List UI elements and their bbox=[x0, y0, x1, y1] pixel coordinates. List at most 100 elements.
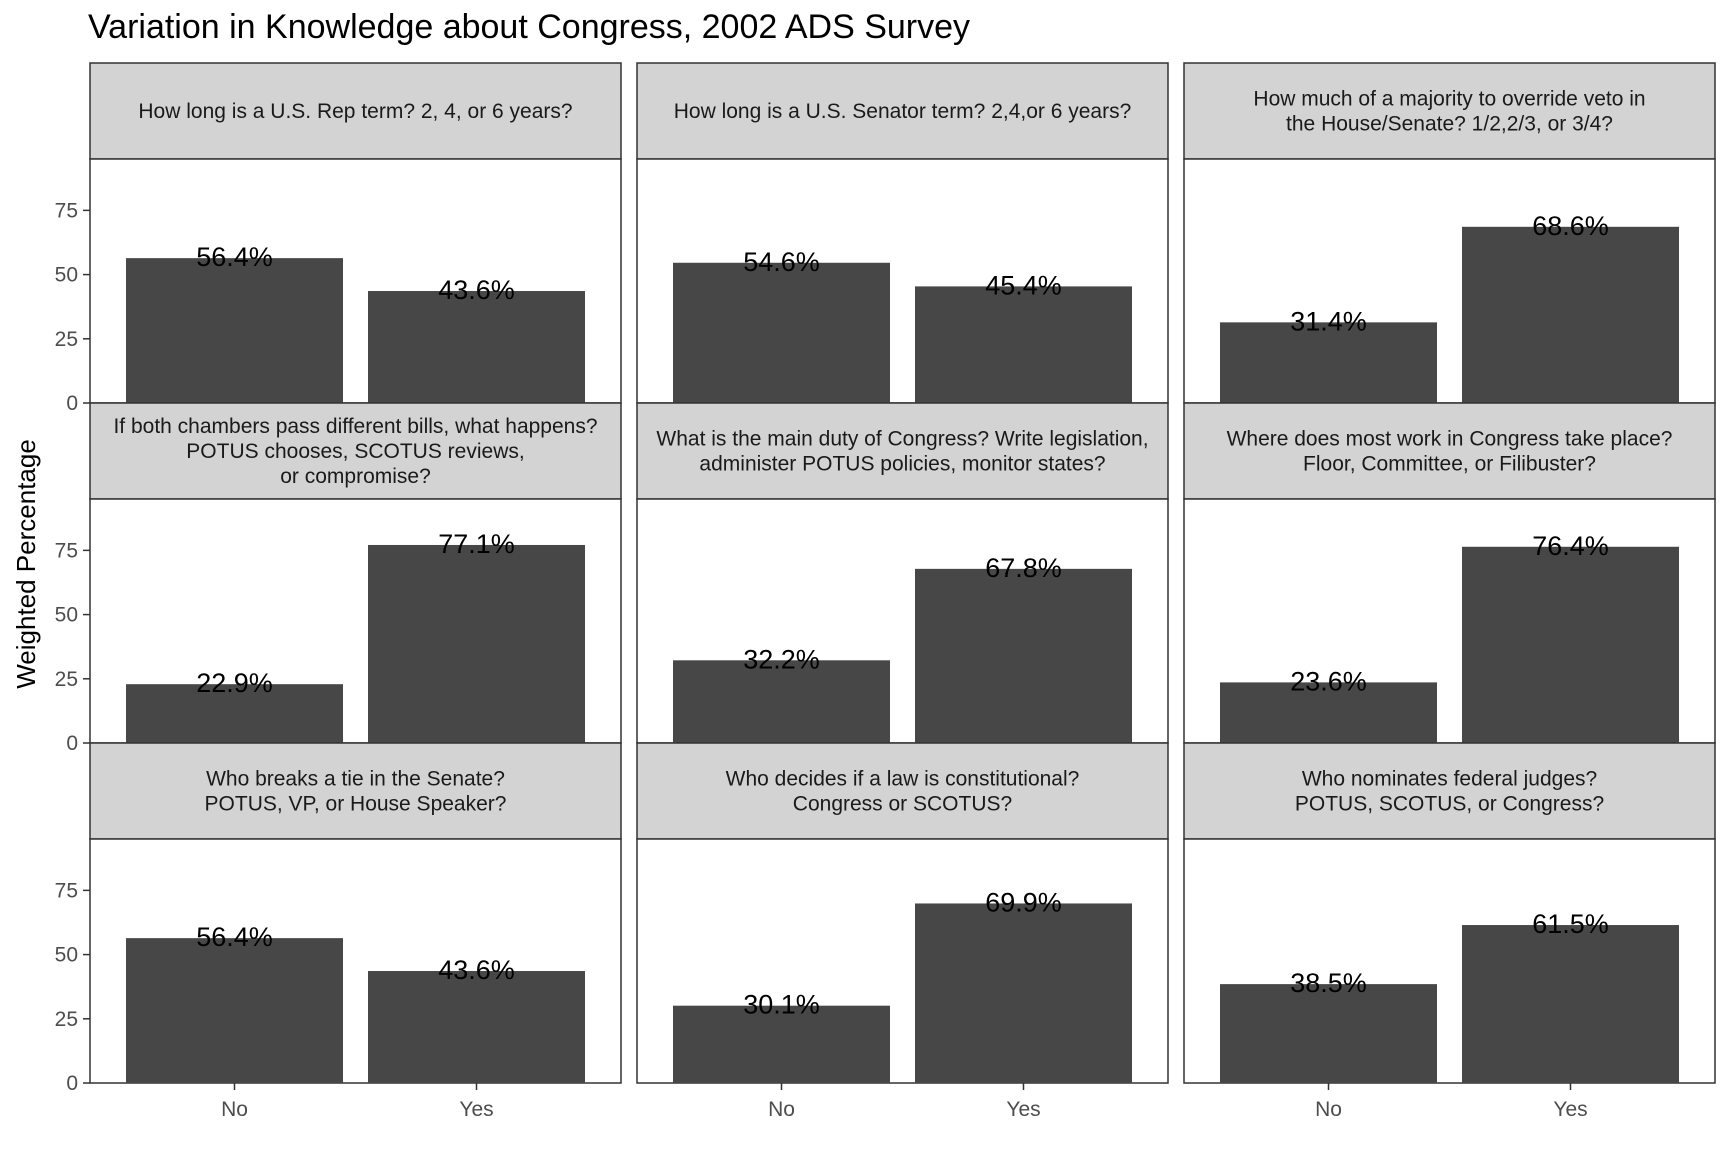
bar-no bbox=[126, 938, 343, 1083]
x-tick-label: Yes bbox=[459, 1098, 493, 1121]
bar-value-label: 54.6% bbox=[743, 247, 820, 277]
facet-title-line: POTUS, SCOTUS, or Congress? bbox=[1295, 793, 1604, 816]
x-tick-label: No bbox=[1315, 1098, 1342, 1121]
facet-strip-text-group: Who decides if a law is constitutional?C… bbox=[726, 768, 1080, 816]
bar-yes bbox=[915, 568, 1132, 743]
y-axis-label: Weighted Percentage bbox=[11, 439, 41, 689]
bar-value-label: 56.4% bbox=[196, 922, 273, 952]
facet-grid: How long is a U.S. Rep term? 2, 4, or 6 … bbox=[55, 62, 1716, 1121]
facet-panel: Who nominates federal judges?POTUS, SCOT… bbox=[1183, 742, 1716, 1121]
bar-value-label: 32.2% bbox=[743, 644, 820, 674]
facet-strip-text-group: How much of a majority to override veto … bbox=[1253, 88, 1645, 136]
facet-strip-text-group: How long is a U.S. Senator term? 2,4,or … bbox=[674, 100, 1132, 123]
y-tick-label: 50 bbox=[55, 264, 78, 287]
facet-strip-text-group: What is the main duty of Congress? Write… bbox=[656, 428, 1148, 476]
facet-panel: How long is a U.S. Rep term? 2, 4, or 6 … bbox=[55, 62, 622, 415]
facet-strip-text-group: Who nominates federal judges?POTUS, SCOT… bbox=[1295, 768, 1604, 816]
bar-yes bbox=[368, 971, 585, 1083]
bar-no bbox=[1220, 682, 1437, 743]
bar-value-label: 22.9% bbox=[196, 668, 273, 698]
bar-no bbox=[1220, 322, 1437, 403]
facet-strip-text-group: Where does most work in Congress take pl… bbox=[1227, 428, 1673, 476]
facet-panel: What is the main duty of Congress? Write… bbox=[636, 402, 1169, 744]
facet-panel: How long is a U.S. Senator term? 2,4,or … bbox=[636, 62, 1169, 404]
facet-strip bbox=[636, 62, 1169, 160]
x-tick-label: Yes bbox=[1006, 1098, 1040, 1121]
x-tick-label: No bbox=[768, 1098, 795, 1121]
bar-yes bbox=[1462, 546, 1679, 743]
facet-title-line: Where does most work in Congress take pl… bbox=[1227, 428, 1673, 451]
bar-yes bbox=[1462, 925, 1679, 1083]
facet-title-line: How much of a majority to override veto … bbox=[1253, 88, 1645, 111]
facet-panel: How much of a majority to override veto … bbox=[1183, 62, 1716, 404]
facet-strip bbox=[1183, 742, 1716, 840]
x-tick-label: Yes bbox=[1553, 1098, 1587, 1121]
facet-title-line: or compromise? bbox=[280, 465, 431, 488]
bar-value-label: 45.4% bbox=[985, 270, 1062, 300]
facet-panel: If both chambers pass different bills, w… bbox=[55, 402, 622, 755]
bar-yes bbox=[915, 903, 1132, 1083]
bar-value-label: 43.6% bbox=[438, 955, 515, 985]
facet-panel: Who breaks a tie in the Senate?POTUS, VP… bbox=[55, 742, 622, 1121]
facet-strip bbox=[636, 402, 1169, 500]
bar-value-label: 38.5% bbox=[1290, 968, 1367, 998]
y-tick-label: 50 bbox=[55, 944, 78, 967]
y-tick-label: 0 bbox=[66, 732, 78, 755]
bar-value-label: 77.1% bbox=[438, 529, 515, 559]
facet-panel: Who decides if a law is constitutional?C… bbox=[636, 742, 1169, 1121]
facet-strip bbox=[1183, 402, 1716, 500]
facet-panel: Where does most work in Congress take pl… bbox=[1183, 402, 1716, 744]
bar-value-label: 68.6% bbox=[1532, 211, 1609, 241]
facet-title-line: Who nominates federal judges? bbox=[1302, 768, 1597, 791]
bar-no bbox=[673, 1005, 890, 1083]
bar-value-label: 76.4% bbox=[1532, 531, 1609, 561]
y-tick-label: 75 bbox=[55, 199, 78, 222]
y-tick-label: 25 bbox=[55, 328, 78, 351]
facet-title-line: administer POTUS policies, monitor state… bbox=[699, 453, 1105, 476]
bar-no bbox=[1220, 984, 1437, 1083]
x-tick-label: No bbox=[221, 1098, 248, 1121]
bar-value-label: 69.9% bbox=[985, 887, 1062, 917]
y-tick-label: 0 bbox=[66, 1072, 78, 1095]
bar-value-label: 56.4% bbox=[196, 242, 273, 272]
chart-title: Variation in Knowledge about Congress, 2… bbox=[88, 8, 970, 46]
bar-value-label: 23.6% bbox=[1290, 666, 1367, 696]
facet-title-line: How long is a U.S. Rep term? 2, 4, or 6 … bbox=[138, 100, 572, 123]
bar-no bbox=[673, 262, 890, 403]
bar-yes bbox=[1462, 226, 1679, 403]
bar-value-label: 67.8% bbox=[985, 553, 1062, 583]
facet-title-line: Floor, Committee, or Filibuster? bbox=[1303, 453, 1596, 476]
facet-title-line: the House/Senate? 1/2,2/3, or 3/4? bbox=[1286, 113, 1613, 136]
bar-value-label: 61.5% bbox=[1532, 909, 1609, 939]
facet-title-line: POTUS chooses, SCOTUS reviews, bbox=[186, 440, 524, 463]
facet-title-line: Who decides if a law is constitutional? bbox=[726, 768, 1080, 791]
facet-title-line: If both chambers pass different bills, w… bbox=[113, 415, 597, 438]
bar-no bbox=[126, 258, 343, 403]
facet-title-line: What is the main duty of Congress? Write… bbox=[656, 428, 1148, 451]
bar-no bbox=[126, 684, 343, 743]
facet-title-line: POTUS, VP, or House Speaker? bbox=[205, 793, 507, 816]
y-tick-label: 75 bbox=[55, 879, 78, 902]
y-tick-label: 25 bbox=[55, 668, 78, 691]
y-tick-label: 0 bbox=[66, 392, 78, 415]
y-tick-label: 75 bbox=[55, 539, 78, 562]
y-tick-label: 50 bbox=[55, 604, 78, 627]
facet-strip bbox=[89, 62, 622, 160]
y-tick-label: 25 bbox=[55, 1008, 78, 1031]
bar-value-label: 31.4% bbox=[1290, 306, 1367, 336]
facet-title-line: How long is a U.S. Senator term? 2,4,or … bbox=[674, 100, 1132, 123]
bar-yes bbox=[368, 291, 585, 403]
facet-strip bbox=[1183, 62, 1716, 160]
facet-title-line: Who breaks a tie in the Senate? bbox=[206, 768, 505, 791]
facet-strip bbox=[89, 742, 622, 840]
facet-strip-text-group: If both chambers pass different bills, w… bbox=[113, 415, 597, 488]
facet-strip-text-group: How long is a U.S. Rep term? 2, 4, or 6 … bbox=[138, 100, 572, 123]
bar-value-label: 30.1% bbox=[743, 990, 820, 1020]
bar-yes bbox=[368, 544, 585, 743]
facet-strip bbox=[636, 742, 1169, 840]
bar-value-label: 43.6% bbox=[438, 275, 515, 305]
facet-strip-text-group: Who breaks a tie in the Senate?POTUS, VP… bbox=[205, 768, 507, 816]
bar-yes bbox=[915, 286, 1132, 403]
facet-strip bbox=[89, 402, 622, 500]
facet-title-line: Congress or SCOTUS? bbox=[793, 793, 1012, 816]
